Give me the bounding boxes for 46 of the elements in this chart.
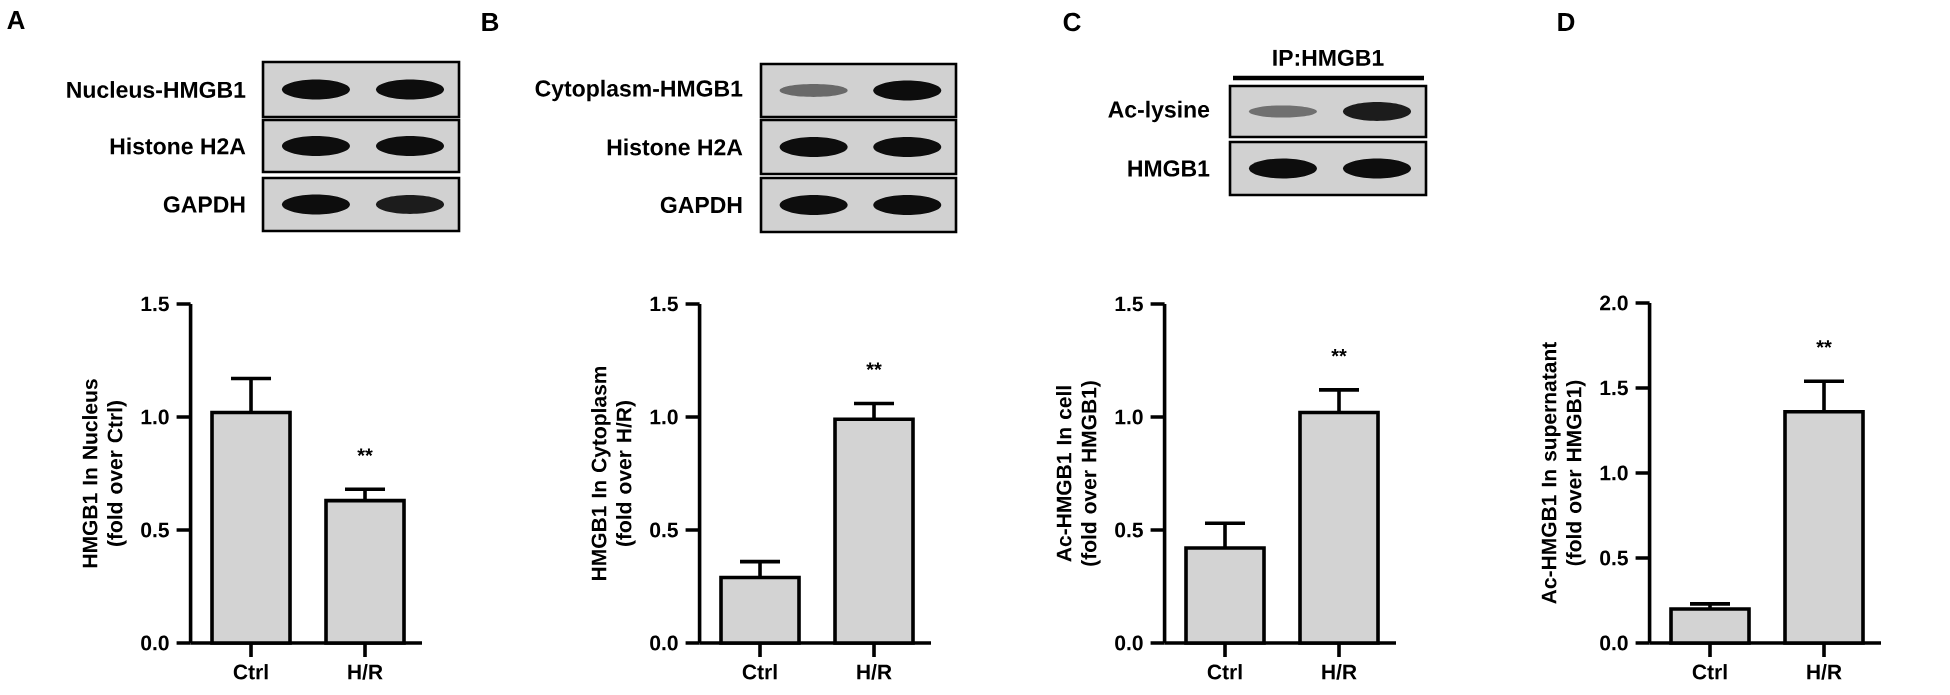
x-tick-label: H/R <box>1807 664 1842 680</box>
y-tick-label: 1.0 <box>1600 465 1628 481</box>
y-tick-label: 0.5 <box>1600 550 1628 566</box>
y-axis-title: HMGB1 In Cytoplasm (fold over H/R) <box>591 366 636 580</box>
x-tick-label: Ctrl <box>1692 664 1727 680</box>
y-tick-label: 0.0 <box>650 635 678 651</box>
annotation: ** <box>866 362 882 371</box>
y-tick-label: 1.5 <box>141 296 169 312</box>
y-tick-label: 1.5 <box>650 296 678 312</box>
text: IP:HMGB1 <box>1273 49 1384 66</box>
text: HMGB1 <box>1128 160 1210 177</box>
y-tick-label: 1.0 <box>650 409 678 425</box>
text: GAPDH <box>660 196 742 214</box>
x-tick-label: Ctrl <box>742 664 777 680</box>
x-tick-label: H/R <box>857 664 892 680</box>
chart-title: D <box>1558 13 1575 31</box>
x-tick-label: Ctrl <box>1207 664 1242 680</box>
text: B <box>482 13 499 31</box>
y-tick-label: 0.0 <box>141 635 169 651</box>
annotation: ** <box>1331 349 1347 357</box>
text: Histone H2A <box>607 138 743 156</box>
text: Nucleus-HMGB1 <box>67 81 246 98</box>
y-tick-label: 0.5 <box>141 522 169 538</box>
text: Histone H2A <box>110 137 246 155</box>
y-tick-label: 0.5 <box>1115 522 1143 538</box>
y-tick-label: 1.0 <box>141 409 169 425</box>
y-tick-label: 1.5 <box>1600 380 1628 396</box>
x-tick-label: H/R <box>348 664 383 680</box>
y-tick-label: 1.0 <box>1115 409 1143 425</box>
y-tick-label: 2.0 <box>1600 295 1628 311</box>
text: GAPDH <box>163 196 245 213</box>
x-tick-label: H/R <box>1322 664 1357 680</box>
y-tick-label: 0.5 <box>650 522 678 538</box>
y-axis-title: Ac-HMGB1 In supernatant (fold over HMGB1) <box>1541 342 1586 604</box>
chart-title: C <box>1063 12 1081 32</box>
x-tick-label: Ctrl <box>233 664 268 680</box>
chart-title: A <box>7 11 25 29</box>
y-axis-title: HMGB1 In Nucleus (fold over Ctrl) <box>82 379 127 568</box>
text: Ac-lysine <box>1108 100 1210 123</box>
y-tick-label: 1.5 <box>1115 296 1143 312</box>
text: Cytoplasm-HMGB1 <box>535 79 743 102</box>
y-tick-label: 0.0 <box>1600 635 1628 651</box>
y-axis-title: Ac-HMGB1 In cell (fold over HMGB1) <box>1056 381 1101 566</box>
annotation: ** <box>357 448 373 456</box>
y-tick-label: 0.0 <box>1115 635 1143 651</box>
annotation: ** <box>1816 340 1832 348</box>
